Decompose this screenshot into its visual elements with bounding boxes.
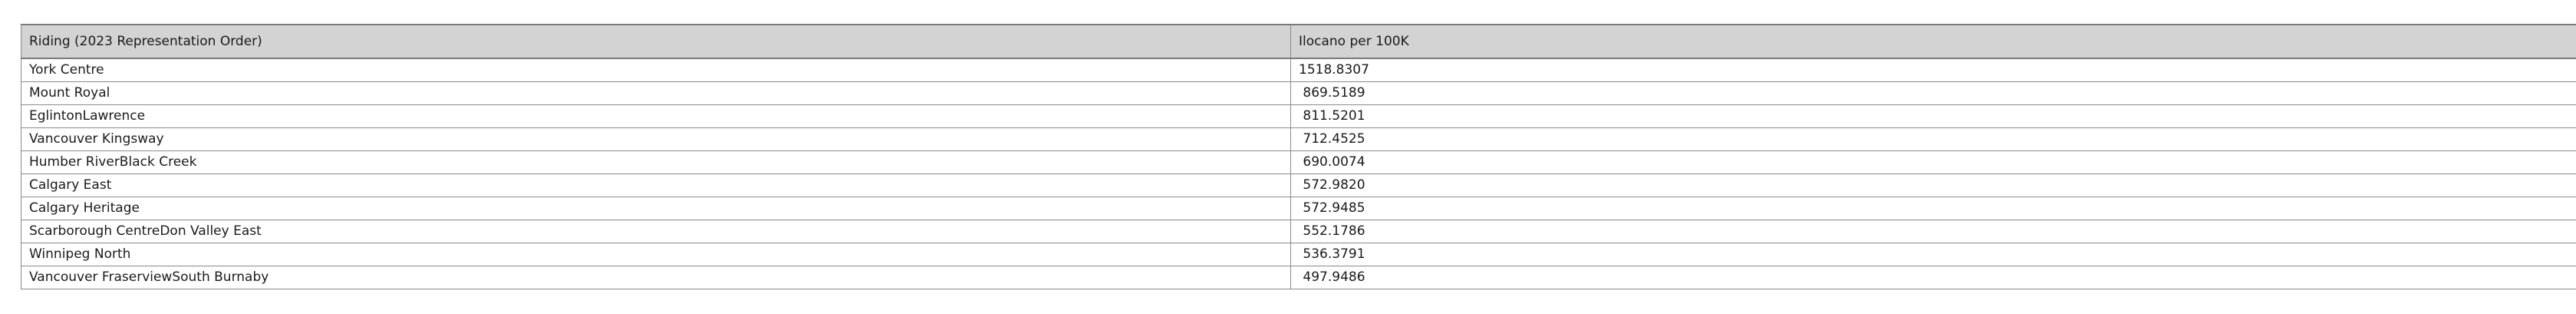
table-row: Mount Royal 869.5189 [21, 81, 2576, 105]
value-cell: 536.3791 [1290, 243, 2576, 266]
value-cell: 552.1786 [1290, 220, 2576, 243]
table-row: Humber RiverBlack Creek 690.0074 [21, 150, 2576, 174]
column-header-riding: Riding (2023 Representation Order) [21, 24, 1291, 59]
table-row: Scarborough CentreDon Valley East 552.17… [21, 220, 2576, 243]
table-row: Winnipeg North 536.3791 [21, 243, 2576, 266]
table-row: York Centre 1518.8307 [21, 58, 2576, 82]
riding-cell: EglintonLawrence [21, 104, 1291, 128]
riding-cell: Winnipeg North [21, 243, 1291, 266]
header-row: Riding (2023 Representation Order) Iloca… [21, 24, 2576, 59]
riding-cell: York Centre [21, 58, 1291, 82]
table-row: Calgary East 572.9820 [21, 174, 2576, 197]
riding-cell: Scarborough CentreDon Valley East [21, 220, 1291, 243]
table-row: Vancouver FraserviewSouth Burnaby 497.94… [21, 266, 2576, 289]
table-row: Calgary Heritage 572.9485 [21, 197, 2576, 220]
riding-cell: Vancouver FraserviewSouth Burnaby [21, 266, 1291, 289]
riding-cell: Mount Royal [21, 81, 1291, 105]
value-cell: 572.9485 [1290, 197, 2576, 220]
table-row: EglintonLawrence 811.5201 [21, 104, 2576, 128]
table-row: Vancouver Kingsway 712.4525 [21, 127, 2576, 151]
value-cell: 712.4525 [1290, 127, 2576, 151]
value-cell: 572.9820 [1290, 174, 2576, 197]
value-cell: 497.9486 [1290, 266, 2576, 289]
column-header-ilocano-per-100k: Ilocano per 100K [1290, 24, 2576, 59]
riding-cell: Humber RiverBlack Creek [21, 150, 1291, 174]
riding-cell: Calgary East [21, 174, 1291, 197]
value-cell: 811.5201 [1290, 104, 2576, 128]
riding-cell: Calgary Heritage [21, 197, 1291, 220]
data-table-container: Riding (2023 Representation Order) Iloca… [21, 24, 2576, 289]
riding-cell: Vancouver Kingsway [21, 127, 1291, 151]
value-cell: 869.5189 [1290, 81, 2576, 105]
value-cell: 690.0074 [1290, 150, 2576, 174]
ridings-table: Riding (2023 Representation Order) Iloca… [21, 24, 2576, 289]
value-cell: 1518.8307 [1290, 58, 2576, 82]
